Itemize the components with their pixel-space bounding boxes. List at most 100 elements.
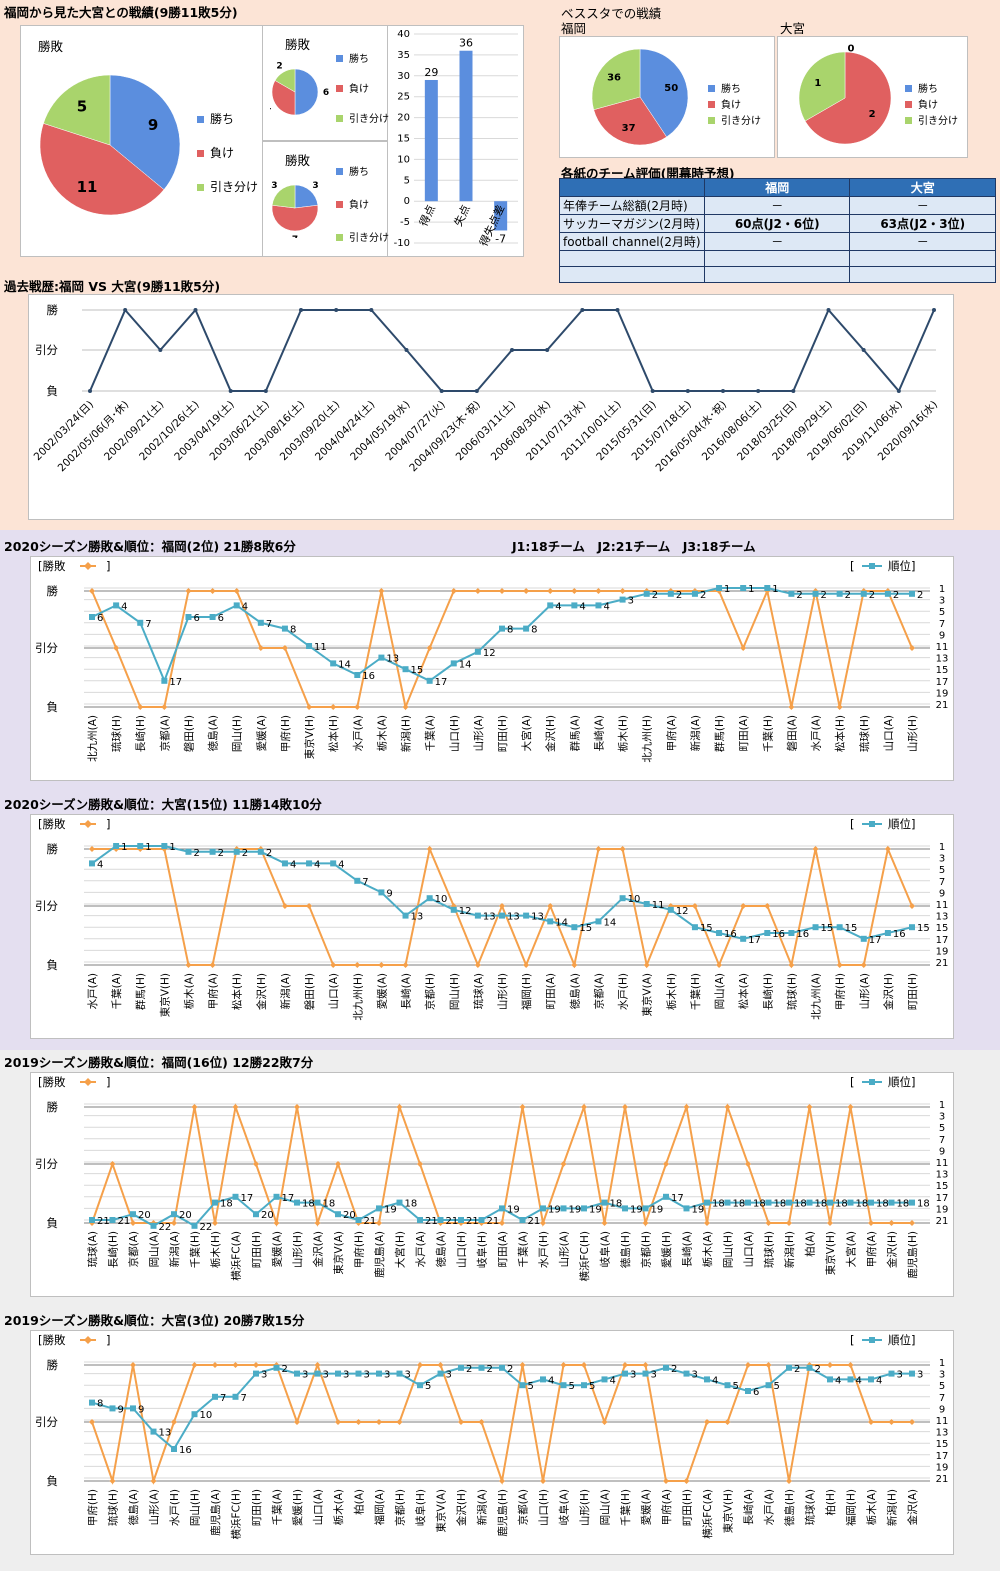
- result-point: [786, 1220, 792, 1226]
- rank-data-label: 8: [507, 625, 513, 636]
- x-opponent-label: 愛媛(A): [255, 715, 268, 751]
- rank-point: [724, 1199, 731, 1206]
- rank-data-label: 20: [343, 1210, 356, 1221]
- x-date-label: 2011/10/01(土): [558, 398, 623, 463]
- history-point: [510, 348, 514, 352]
- rank-point: [281, 860, 288, 867]
- rank-data-label: 5: [528, 1381, 534, 1392]
- result-point: [89, 1419, 95, 1425]
- legend-label: 引き分け: [210, 180, 259, 194]
- x-date-label: 2002/10/26(土): [136, 398, 201, 463]
- result-point: [185, 588, 192, 594]
- eval-header-cell: 大宮: [849, 178, 996, 197]
- x-opponent-label: 東京V(A): [435, 1489, 448, 1533]
- rank-tick-label: 3: [939, 596, 945, 607]
- rank-data-label: 14: [338, 659, 351, 670]
- rank-point: [716, 585, 723, 591]
- x-opponent-label: 千葉(H): [619, 1489, 632, 1526]
- rank-point: [273, 1364, 280, 1371]
- rank-point: [716, 930, 723, 936]
- rank-point: [209, 614, 216, 620]
- rank-data-label: 15: [821, 923, 834, 934]
- rank-point: [232, 1193, 239, 1200]
- legend-result-marker: [84, 1336, 92, 1344]
- x-opponent-label: 金沢(A): [312, 1231, 325, 1267]
- rank-data-label: 1: [772, 584, 778, 595]
- away-pie-chart: 3 7 3: [271, 181, 319, 238]
- rank-data-label: 21: [487, 1216, 500, 1227]
- rank-point: [888, 1370, 895, 1377]
- rank-data-label: 2: [671, 1364, 677, 1375]
- x-opponent-label: 愛媛(A): [640, 1489, 653, 1525]
- rank-data-label: 5: [425, 1381, 431, 1392]
- x-opponent-label: 甲府(A): [665, 715, 678, 751]
- rank-point: [89, 860, 95, 867]
- x-opponent-label: 町田(A): [738, 715, 750, 751]
- rank-point: [191, 1411, 198, 1418]
- rank-point: [571, 602, 578, 609]
- loss-swatch: [708, 101, 715, 108]
- rank-point: [836, 590, 843, 597]
- x-opponent-label: 岡山(A): [600, 1489, 612, 1525]
- rank-data-label: 2: [242, 848, 248, 859]
- x-date-label: 2004/07/27(火): [383, 399, 448, 464]
- x-opponent-label: 山形(A): [149, 1489, 161, 1525]
- result-point: [109, 1161, 116, 1167]
- result-point: [161, 704, 168, 710]
- legend-rank-marker: [869, 1337, 875, 1343]
- rank-tick-label: 15: [936, 923, 949, 934]
- pie-data-label: 11: [77, 178, 98, 196]
- pie-slice: [271, 204, 319, 232]
- history-point: [369, 308, 374, 312]
- pie-slice: [798, 51, 846, 122]
- rank-data-label: 7: [266, 619, 272, 630]
- rank-tick-label: 21: [936, 1216, 949, 1227]
- history-panel: [28, 294, 954, 520]
- x-opponent-label: 栃木(A): [332, 1489, 345, 1525]
- rank-data-label: 15: [411, 665, 424, 676]
- bessta-fukuoka-pie: 50 37 36: [591, 48, 689, 146]
- rank-data-label: 4: [97, 859, 103, 870]
- x-opponent-label: 横浜FC(H): [230, 1489, 243, 1539]
- rank-point: [171, 1446, 177, 1452]
- rank-data-label: 18: [220, 1199, 233, 1210]
- x-opponent-label: 長崎(A): [742, 1489, 755, 1525]
- legend-rank-marker: [869, 821, 875, 827]
- rank-point: [137, 619, 144, 626]
- rank-point: [378, 654, 385, 661]
- result-point: [704, 1419, 710, 1425]
- rank-data-label: 4: [548, 1375, 554, 1386]
- rank-point: [909, 1199, 915, 1206]
- rank-data-label: 2: [282, 1364, 288, 1375]
- rank-point: [171, 1211, 177, 1218]
- rank-data-label: 18: [815, 1199, 828, 1210]
- x-opponent-label: 北九州(H): [352, 973, 364, 1021]
- pie-slice: [593, 96, 667, 146]
- fukuoka-2020-title: 2020シーズン勝敗&順位：福岡(2位) 21勝8敗6分: [4, 539, 296, 554]
- rank-data-label: 18: [733, 1199, 746, 1210]
- x-opponent-label: 京都(A): [517, 1489, 530, 1525]
- rank-point: [691, 924, 698, 931]
- rank-tick-label: 15: [936, 665, 949, 676]
- legend-rank-label: 順位]: [888, 817, 916, 831]
- result-point: [519, 1362, 526, 1368]
- result-point: [888, 1419, 895, 1425]
- rank-data-label: 17: [435, 677, 448, 688]
- rank-tick-label: 13: [936, 654, 949, 665]
- rank-point: [402, 912, 409, 919]
- result-point: [663, 1478, 669, 1484]
- x-opponent-label: 横浜FC(A): [230, 1231, 243, 1281]
- result-point: [212, 1362, 218, 1368]
- result-point: [540, 1220, 546, 1226]
- rank-point: [788, 590, 795, 597]
- x-opponent-label: 岐阜(A): [558, 1489, 571, 1525]
- rank-point: [417, 1382, 423, 1389]
- rank-point: [540, 1376, 546, 1383]
- rank-point: [355, 1217, 362, 1223]
- rank-data-label: 11: [314, 642, 327, 653]
- result-point: [474, 588, 481, 594]
- x-opponent-label: 長崎(A): [681, 1231, 694, 1267]
- pie-data-label: 2: [276, 62, 282, 71]
- result-point: [426, 846, 433, 852]
